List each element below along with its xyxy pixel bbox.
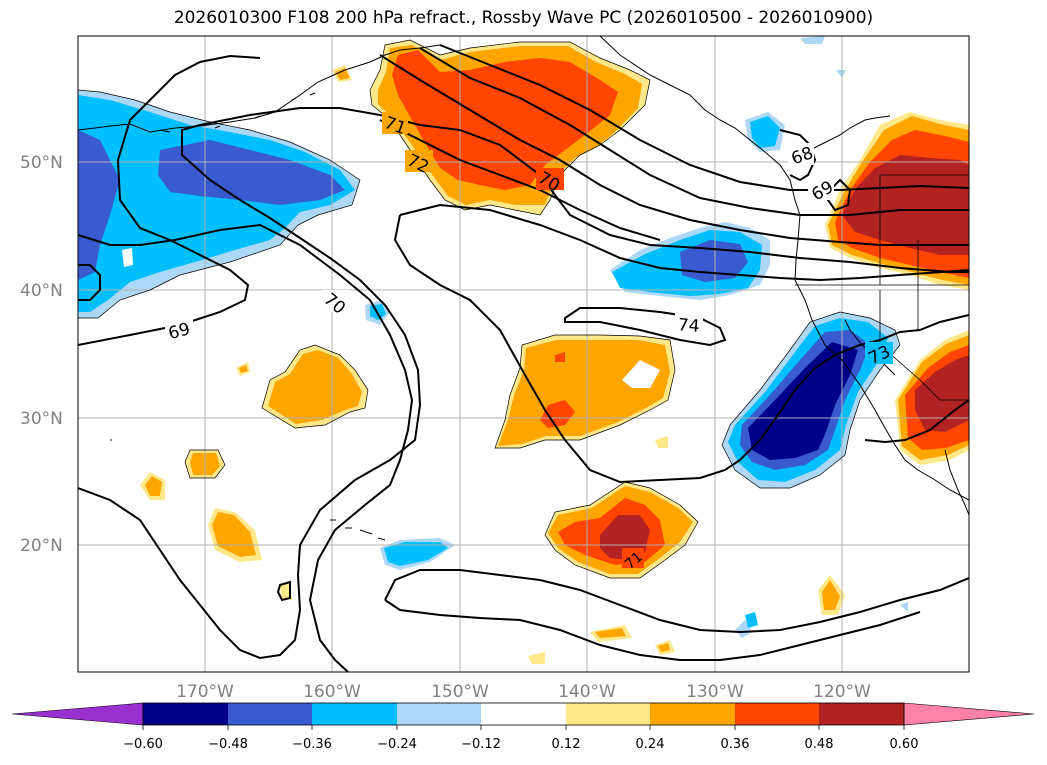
colorbar-segment — [312, 703, 397, 725]
positive-anomaly-gulf-alaska — [370, 40, 650, 215]
colorbar-segment — [481, 703, 566, 725]
negative-anomaly-south — [380, 538, 908, 638]
colorbar-segment — [903, 702, 1035, 726]
map-plot-area: 71 72 70 68 69 70 69 74 73 71 — [78, 36, 969, 672]
colorbar-segment — [228, 703, 312, 725]
colorbar-tick-label: −0.48 — [208, 737, 248, 752]
negative-anomaly-bc-coast — [745, 36, 846, 152]
colorbar-segment — [819, 703, 904, 725]
longitude-labels: 170°W 160°W 150°W 140°W 130°W 120°W — [176, 682, 871, 702]
lat-label-40: 40°N — [20, 281, 63, 301]
positive-anomaly-central — [495, 335, 675, 448]
colorbar-tick-label: 0.36 — [721, 737, 750, 752]
map-title: 2026010300 F108 200 hPa refract., Rossby… — [173, 8, 874, 28]
lat-label-30: 30°N — [20, 409, 63, 429]
colorbar-segment — [143, 703, 228, 725]
colorbar-segment — [650, 703, 735, 725]
positive-anomaly-west-middle — [262, 345, 368, 428]
coastlines — [78, 36, 969, 541]
negative-anomaly-northwest — [78, 90, 360, 318]
colorbar-tick-label: 0.60 — [890, 737, 919, 752]
lat-label-50: 50°N — [20, 153, 63, 173]
graticule — [78, 36, 969, 672]
colorbar-tick-label: 0.48 — [805, 737, 834, 752]
colorbar-tick-label: −0.12 — [461, 737, 501, 752]
lon-label-150w: 150°W — [431, 682, 489, 702]
lon-label-140w: 140°W — [558, 682, 616, 702]
colorbar-segment — [566, 703, 650, 725]
lon-label-120w: 120°W — [813, 682, 871, 702]
lon-label-130w: 130°W — [686, 682, 744, 702]
colorbar: −0.60 −0.48 −0.36 −0.24 −0.12 0.12 0.24 … — [11, 702, 1035, 752]
contour-label: 74 — [677, 315, 700, 337]
lon-label-170w: 170°W — [176, 682, 234, 702]
colorbar-segment — [397, 703, 481, 725]
lon-label-160w: 160°W — [303, 682, 361, 702]
colorbar-segment — [11, 702, 144, 726]
colorbar-segment — [735, 703, 819, 725]
colorbar-tick-label: −0.60 — [123, 737, 163, 752]
plot-border — [77, 35, 970, 673]
colorbar-tick-label: −0.36 — [292, 737, 332, 752]
lat-label-20: 20°N — [20, 536, 63, 556]
colorbar-tick-label: 0.24 — [636, 737, 665, 752]
negative-anomaly-california — [722, 312, 900, 488]
refractivity-contours — [78, 44, 969, 672]
colorbar-tick-label: −0.24 — [377, 737, 417, 752]
latitude-labels: 50°N 40°N 30°N 20°N — [20, 153, 63, 556]
colorbar-tick-label: 0.12 — [552, 737, 581, 752]
